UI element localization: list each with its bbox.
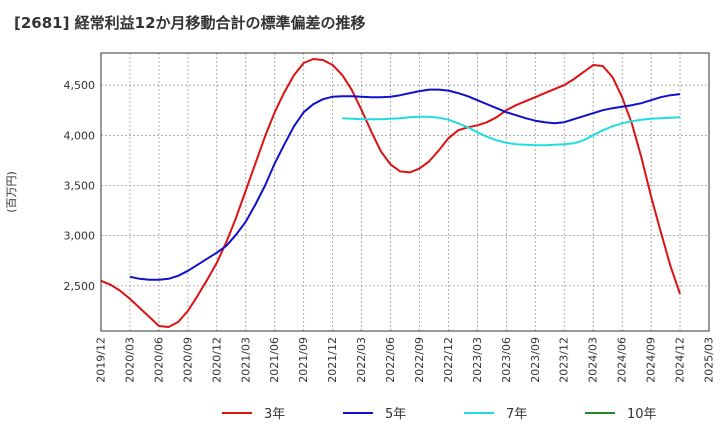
series-line-1 xyxy=(129,88,681,281)
series-line-2 xyxy=(342,115,681,147)
x-tick-label: 2023/12 xyxy=(558,337,571,383)
x-tick-label: 2022/06 xyxy=(384,337,397,383)
x-tick-label: 2024/03 xyxy=(587,337,600,383)
x-tick-label: 2023/09 xyxy=(529,337,542,383)
x-tick-label: 2023/03 xyxy=(471,337,484,383)
x-tick-label: 2021/09 xyxy=(297,337,310,383)
x-tick-label: 2024/12 xyxy=(674,337,687,383)
x-tick-label: 2021/12 xyxy=(326,337,339,383)
y-tick-label: 4,500 xyxy=(64,79,96,92)
x-tick-label: 2023/06 xyxy=(500,337,513,383)
x-tick-label: 2021/03 xyxy=(239,337,252,383)
y-tick-label: 4,000 xyxy=(64,129,96,142)
x-tick-label: 2019/12 xyxy=(95,337,108,383)
x-tick-label: 2022/12 xyxy=(442,337,455,383)
x-tick-label: 2020/06 xyxy=(152,337,165,383)
series-line-0 xyxy=(100,58,681,328)
x-axis-ticks: 2019/12 2020/03 2020/06 2020/09 2020/12 2021/… xyxy=(95,337,716,383)
grid xyxy=(100,53,710,331)
legend-label: 3年 xyxy=(264,407,285,422)
y-tick-label: 3,500 xyxy=(64,179,96,192)
x-tick-label: 2020/12 xyxy=(210,337,223,383)
y-tick-label: 2,500 xyxy=(64,280,96,293)
x-tick-label: 2025/03 xyxy=(703,337,716,383)
x-tick-label: 2021/06 xyxy=(268,337,281,383)
x-tick-label: 2022/09 xyxy=(413,337,426,383)
y-axis-label: (百万円) xyxy=(5,171,18,213)
x-tick-label: 2024/09 xyxy=(645,337,658,383)
series-lines xyxy=(100,58,681,328)
legend-label: 7年 xyxy=(506,407,527,422)
y-axis-ticks: 2,500 3,000 3,500 4,000 4,500 xyxy=(64,79,96,293)
x-tick-label: 2020/09 xyxy=(181,337,194,383)
plot-frame xyxy=(100,52,710,332)
x-tick-label: 2020/03 xyxy=(123,337,136,383)
y-tick-label: 3,000 xyxy=(64,230,96,243)
chart-title: [2681] 経常利益12か月移動合計の標準偏差の推移 xyxy=(14,14,366,32)
x-tick-label: 2024/06 xyxy=(616,337,629,383)
x-tick-label: 2022/03 xyxy=(355,337,368,383)
legend: 3年 5年 7年 10年 xyxy=(222,407,657,422)
legend-label: 5年 xyxy=(385,407,406,422)
legend-label: 10年 xyxy=(627,407,657,422)
